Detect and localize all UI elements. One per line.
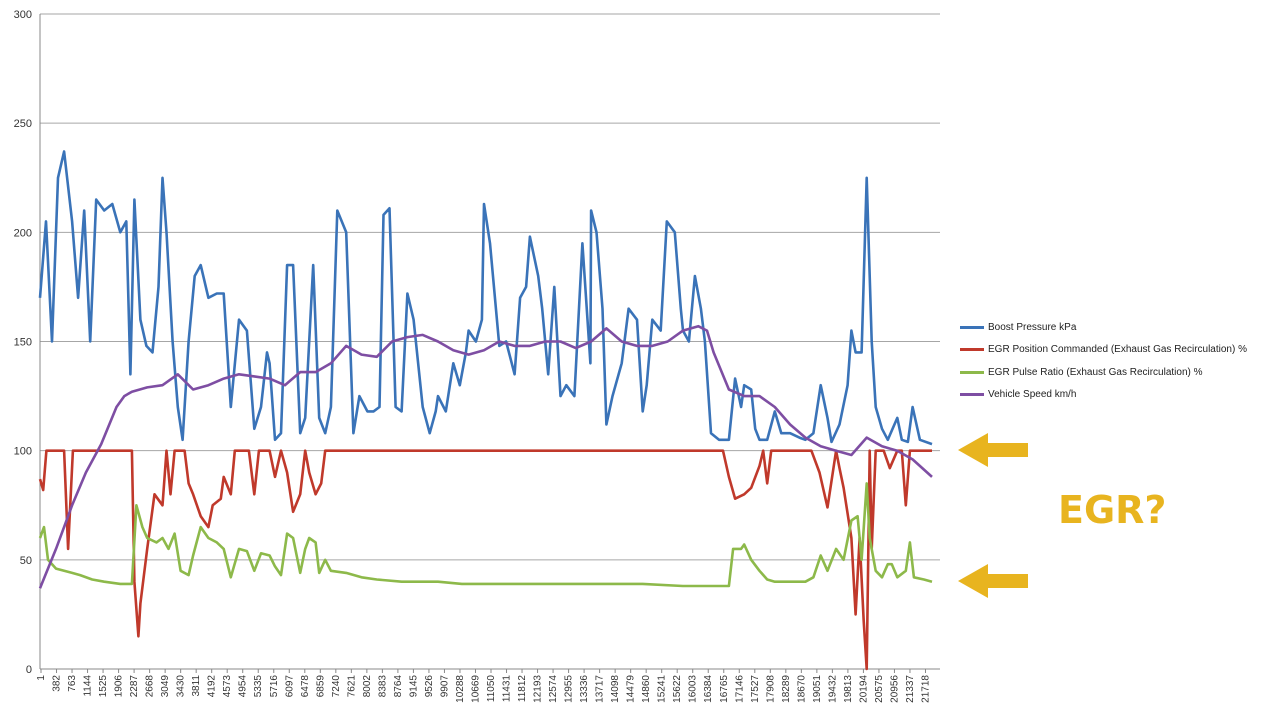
legend-item: EGR Position Commanded (Exhaust Gas Reci… (960, 339, 1247, 362)
y-tick-label: 150 (14, 337, 32, 349)
x-tick-label: 9907 (439, 675, 450, 698)
x-tick-label: 12574 (548, 675, 559, 703)
y-tick-label: 200 (14, 227, 32, 239)
legend-label: EGR Position Commanded (Exhaust Gas Reci… (988, 344, 1247, 356)
x-tick-label: 18289 (781, 675, 792, 703)
x-tick-label: 3049 (160, 675, 171, 698)
x-tick-label: 11812 (517, 675, 528, 703)
x-tick-label: 18670 (796, 675, 807, 703)
x-tick-label: 4192 (207, 675, 218, 698)
x-tick-label: 382 (52, 675, 63, 692)
x-tick-label: 14479 (626, 675, 637, 703)
x-tick-label: 4954 (238, 675, 249, 698)
x-tick-label: 6478 (300, 675, 311, 698)
legend-label: EGR Pulse Ratio (Exhaust Gas Recirculati… (988, 366, 1203, 378)
x-tick-label: 15622 (672, 675, 683, 703)
x-tick-label: 21337 (905, 675, 916, 703)
x-tick-label: 10669 (470, 675, 481, 703)
legend-swatch (960, 370, 984, 374)
x-tick-label: 3430 (176, 675, 187, 698)
y-tick-label: 50 (20, 555, 32, 567)
x-tick-label: 8383 (377, 675, 388, 698)
x-tick-label: 7621 (346, 675, 357, 698)
legend-label: Vehicle Speed km/h (988, 389, 1077, 401)
egr-annotation: EGR? (1058, 488, 1167, 532)
x-tick-label: 19051 (812, 675, 823, 703)
x-tick-label: 8002 (362, 675, 373, 698)
x-tick-label: 12955 (564, 675, 575, 703)
x-tick-label: 6097 (284, 675, 295, 698)
x-tick-label: 1144 (83, 675, 94, 697)
x-tick-label: 7240 (331, 675, 342, 698)
x-tick-label: 12193 (533, 675, 544, 703)
legend-item: Vehicle Speed km/h (960, 384, 1247, 407)
series-line-4 (38, 324, 933, 589)
legend-label: Boost Pressure kPa (988, 321, 1077, 333)
x-tick-label: 14098 (610, 675, 621, 703)
series-line-3 (38, 482, 933, 588)
arrow-upper-icon (958, 433, 1028, 467)
series-line-1 (38, 150, 933, 446)
x-tick-label: 1 (36, 675, 47, 681)
x-tick-label: 5335 (253, 675, 264, 698)
x-tick-label: 9145 (408, 675, 419, 698)
x-tick-label: 19813 (843, 675, 854, 703)
x-tick-label: 8764 (393, 675, 404, 698)
x-tick-label: 19432 (827, 675, 838, 703)
x-tick-label: 1525 (98, 675, 109, 698)
x-tick-label: 11050 (486, 675, 497, 703)
x-tick-label: 4573 (222, 675, 233, 698)
legend-item: Boost Pressure kPa (960, 316, 1247, 339)
y-tick-label: 0 (26, 664, 32, 676)
x-tick-label: 13336 (579, 675, 590, 703)
x-tick-label: 2668 (145, 675, 156, 698)
x-tick-label: 2287 (129, 675, 140, 698)
y-tick-label: 250 (14, 118, 32, 130)
y-tick-label: 100 (14, 446, 32, 458)
x-tick-label: 21718 (920, 675, 931, 703)
chart-legend: Boost Pressure kPa EGR Position Commanded… (960, 316, 1247, 406)
x-tick-label: 9526 (424, 675, 435, 698)
x-tick-label: 20194 (858, 675, 869, 703)
x-tick-label: 10288 (455, 675, 466, 703)
x-tick-label: 13717 (595, 675, 606, 703)
x-tick-label: 6859 (315, 675, 326, 698)
line-chart: 0 50 100 150 200 250 300 1 382 763 1144 1525 1906 228… (14, 9, 940, 703)
x-tick-label: 17908 (765, 675, 776, 703)
series-line-2 (38, 449, 932, 671)
y-tick-label: 300 (14, 9, 32, 21)
legend-swatch (960, 325, 984, 329)
x-tick-label: 16384 (703, 675, 714, 703)
arrow-lower-icon (958, 564, 1028, 598)
x-tick-label: 15241 (657, 675, 668, 703)
x-tick-label: 16765 (719, 675, 730, 703)
legend-item: EGR Pulse Ratio (Exhaust Gas Recirculati… (960, 361, 1247, 384)
x-tick-label: 14860 (641, 675, 652, 703)
x-tick-label: 5716 (269, 675, 280, 698)
x-tick-label: 20575 (874, 675, 885, 703)
x-tick-label: 11431 (502, 675, 513, 703)
legend-swatch (960, 393, 984, 397)
chart-area: 0 50 100 150 200 250 300 1 382 763 1144 1525 1906 228… (14, 9, 940, 703)
x-tick-label: 763 (67, 675, 78, 692)
x-tick-label: 3811 (191, 675, 202, 697)
x-tick-label: 16003 (688, 675, 699, 703)
legend-swatch (960, 348, 984, 352)
x-tick-label: 20956 (889, 675, 900, 703)
x-tick-label: 17146 (734, 675, 745, 703)
x-tick-label: 1906 (114, 675, 125, 698)
x-tick-label: 17527 (750, 675, 761, 703)
